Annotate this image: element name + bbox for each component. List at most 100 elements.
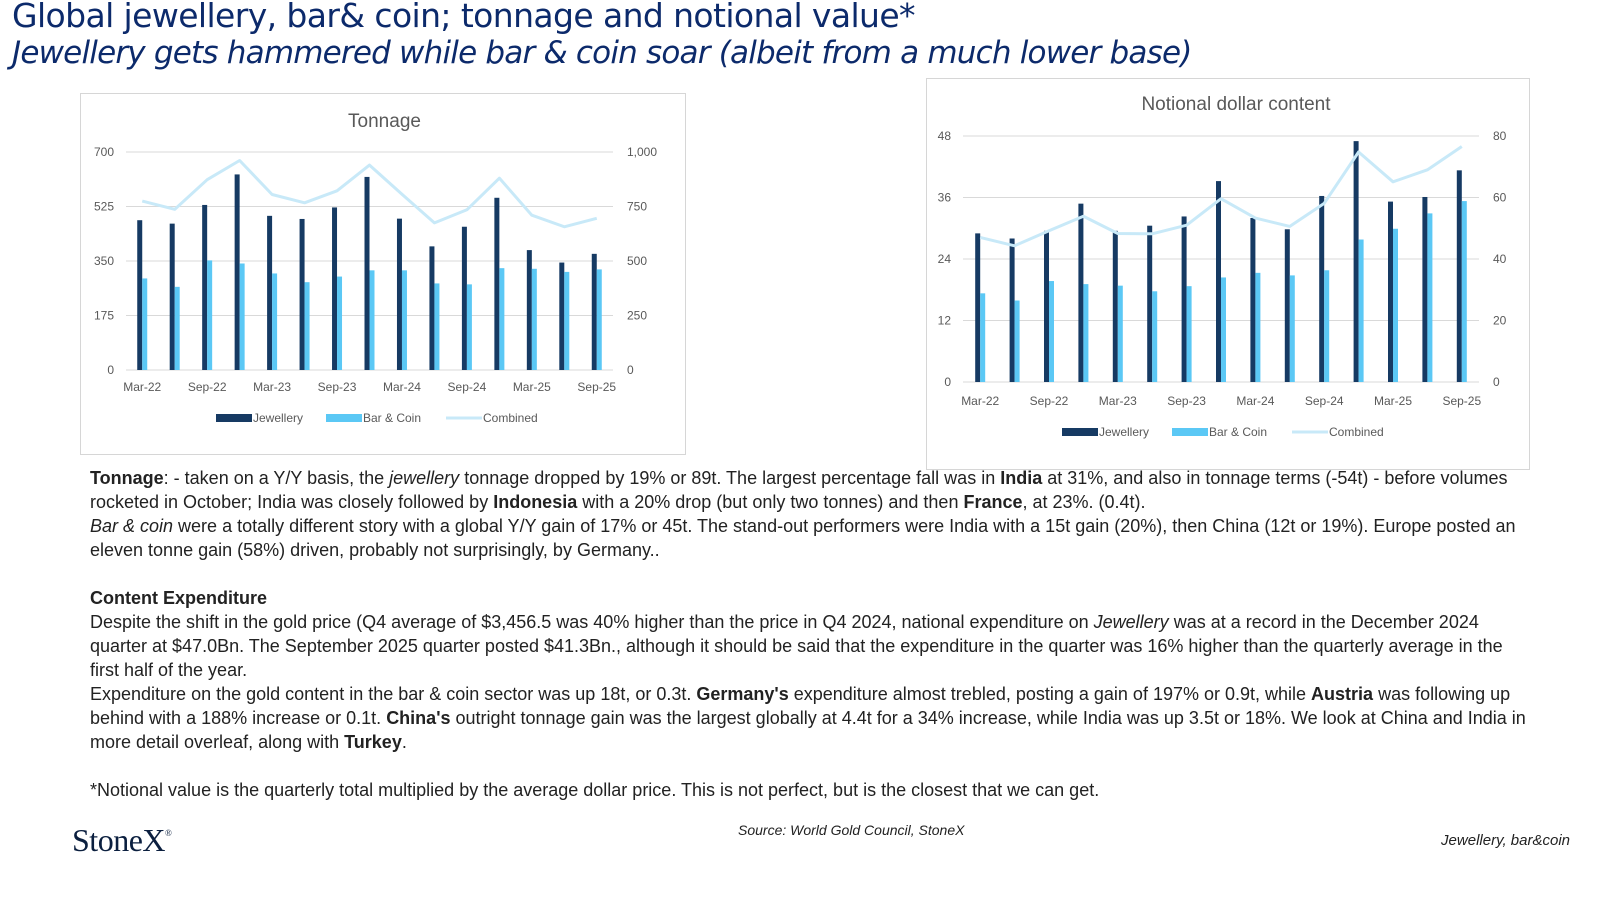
bar-jewellery <box>1284 229 1290 382</box>
bar-jewellery <box>1250 218 1256 382</box>
page-title: Global jewellery, bar& coin; tonnage and… <box>12 0 916 35</box>
text-span: . <box>401 732 407 752</box>
bar-bar-coin <box>272 273 278 370</box>
y-tick-label-left: 24 <box>938 252 952 266</box>
y-tick-label-left: 525 <box>94 200 114 214</box>
bar-jewellery <box>299 218 305 370</box>
x-tick-label: Mar-22 <box>961 394 999 408</box>
expenditure-paragraph: Despite the shift in the gold price (Q4 … <box>90 610 1530 682</box>
bar-jewellery <box>1009 238 1015 382</box>
y-tick-label-left: 12 <box>938 314 952 328</box>
y-tick-label-right: 0 <box>627 363 634 377</box>
x-tick-label: Mar-23 <box>253 380 291 394</box>
bar-jewellery <box>1044 230 1049 382</box>
text-span: was at a record in the December 2024 qua… <box>90 612 1503 680</box>
bar-bar-coin <box>1393 228 1398 382</box>
bar-coin-paragraph: Bar & coin were a totally different stor… <box>90 514 1530 562</box>
commentary: Tonnage: - taken on a Y/Y basis, the jew… <box>90 466 1530 802</box>
bar-jewellery <box>1388 201 1393 382</box>
bar-jewellery <box>1147 225 1153 382</box>
legend-label-combined: Combined <box>483 411 538 425</box>
legend-swatch-bar-coin <box>1172 428 1208 436</box>
x-tick-label: Mar-24 <box>383 380 421 394</box>
text-span: Germany's <box>696 684 789 704</box>
text-span: China's <box>386 708 451 728</box>
y-tick-label-right: 60 <box>1493 191 1507 205</box>
bar-coin-expenditure-paragraph: Expenditure on the gold content in the b… <box>90 682 1530 754</box>
y-tick-label-left: 175 <box>94 309 114 323</box>
x-tick-label: Sep-25 <box>577 380 616 394</box>
text-span: Turkey <box>344 732 402 752</box>
footnote: *Notional value is the quarterly total m… <box>90 780 1100 800</box>
bar-jewellery <box>429 246 435 370</box>
legend-swatch-jewellery <box>1062 428 1098 436</box>
bar-bar-coin <box>980 293 986 382</box>
content-expenditure-heading: Content Expenditure <box>90 586 1530 610</box>
y-tick-label-right: 40 <box>1493 252 1507 266</box>
bar-jewellery <box>591 253 597 370</box>
bar-bar-coin <box>1083 284 1089 382</box>
x-tick-label: Sep-23 <box>1167 394 1206 408</box>
text-span: Austria <box>1311 684 1374 704</box>
x-tick-label: Sep-24 <box>1305 394 1344 408</box>
text-span: Expenditure on the gold content in the b… <box>90 684 697 704</box>
y-tick-label-right: 20 <box>1493 314 1507 328</box>
x-tick-label: Sep-23 <box>318 380 357 394</box>
x-tick-label: Mar-24 <box>1236 394 1274 408</box>
stonex-logo: StoneX® <box>72 822 172 859</box>
bar-bar-coin <box>1324 270 1330 382</box>
bar-bar-coin <box>466 284 472 370</box>
bar-jewellery <box>169 223 175 370</box>
legend-swatch-bar-coin <box>326 414 362 422</box>
y-tick-label-right: 500 <box>627 254 647 268</box>
bar-bar-coin <box>1461 201 1467 382</box>
bar-jewellery <box>1181 216 1187 382</box>
notional-chart: Notional dollar content 0 0 12 20 24 40 36 60 48 8… <box>926 78 1530 470</box>
notional-chart-svg: Notional dollar content 0 0 12 20 24 40 36 60 48 8… <box>938 94 1507 439</box>
bar-jewellery <box>461 226 467 370</box>
y-tick-label-right: 80 <box>1493 129 1507 143</box>
y-tick-label-right: 250 <box>627 309 647 323</box>
text-span: Jewellery <box>1093 612 1169 632</box>
y-tick-label-right: 1,000 <box>627 145 657 159</box>
bar-bar-coin <box>1221 277 1226 382</box>
bar-bar-coin <box>337 276 343 370</box>
bar-jewellery <box>526 250 532 370</box>
bar-bar-coin <box>304 282 310 370</box>
y-tick-label-right: 0 <box>1493 375 1500 389</box>
tonnage-label: Tonnage <box>90 468 164 488</box>
y-tick-label-left: 350 <box>94 254 114 268</box>
bar-bar-coin <box>434 283 440 370</box>
bar-bar-coin <box>499 268 505 370</box>
x-tick-label: Sep-24 <box>448 380 487 394</box>
text-span: India <box>1000 468 1043 488</box>
bar-jewellery <box>267 215 273 370</box>
text-span: Content Expenditure <box>90 588 268 608</box>
line-combined <box>141 159 598 229</box>
bar-bar-coin <box>1427 213 1433 382</box>
bar-bar-coin <box>369 270 375 370</box>
bar-jewellery <box>234 174 240 370</box>
bar-bar-coin <box>1358 239 1364 382</box>
x-tick-label: Sep-25 <box>1442 394 1481 408</box>
bar-jewellery <box>137 220 143 370</box>
bar-jewellery <box>332 207 338 370</box>
y-tick-label-left: 0 <box>944 375 951 389</box>
text-span: tonnage dropped by 19% or 89t. The large… <box>459 468 1001 488</box>
text-span: : - taken on a Y/Y basis, the <box>163 468 390 488</box>
legend-swatch-jewellery <box>216 414 252 422</box>
text-span: outright tonnage gain was the largest gl… <box>90 708 1526 752</box>
text-span: expenditure almost trebled, posting a ga… <box>788 684 1312 704</box>
text-span: was following up behind with a 188% incr… <box>90 684 1511 728</box>
bar-jewellery <box>1319 195 1325 382</box>
logo-text: StoneX <box>72 822 166 858</box>
line-combined <box>979 145 1463 248</box>
bar-bar-coin <box>1117 285 1123 382</box>
logo-mark: ® <box>165 828 172 838</box>
tonnage-paragraph: Tonnage: - taken on a Y/Y basis, the jew… <box>90 466 1530 514</box>
bar-jewellery <box>1353 141 1359 382</box>
x-tick-label: Mar-25 <box>513 380 551 394</box>
text-span: Bar & coin <box>90 516 174 536</box>
bar-bar-coin <box>142 278 148 370</box>
tonnage-chart-svg: Tonnage 0 0 175 250 350 500 525 750 700 1,000 Mar-2… <box>94 111 657 425</box>
